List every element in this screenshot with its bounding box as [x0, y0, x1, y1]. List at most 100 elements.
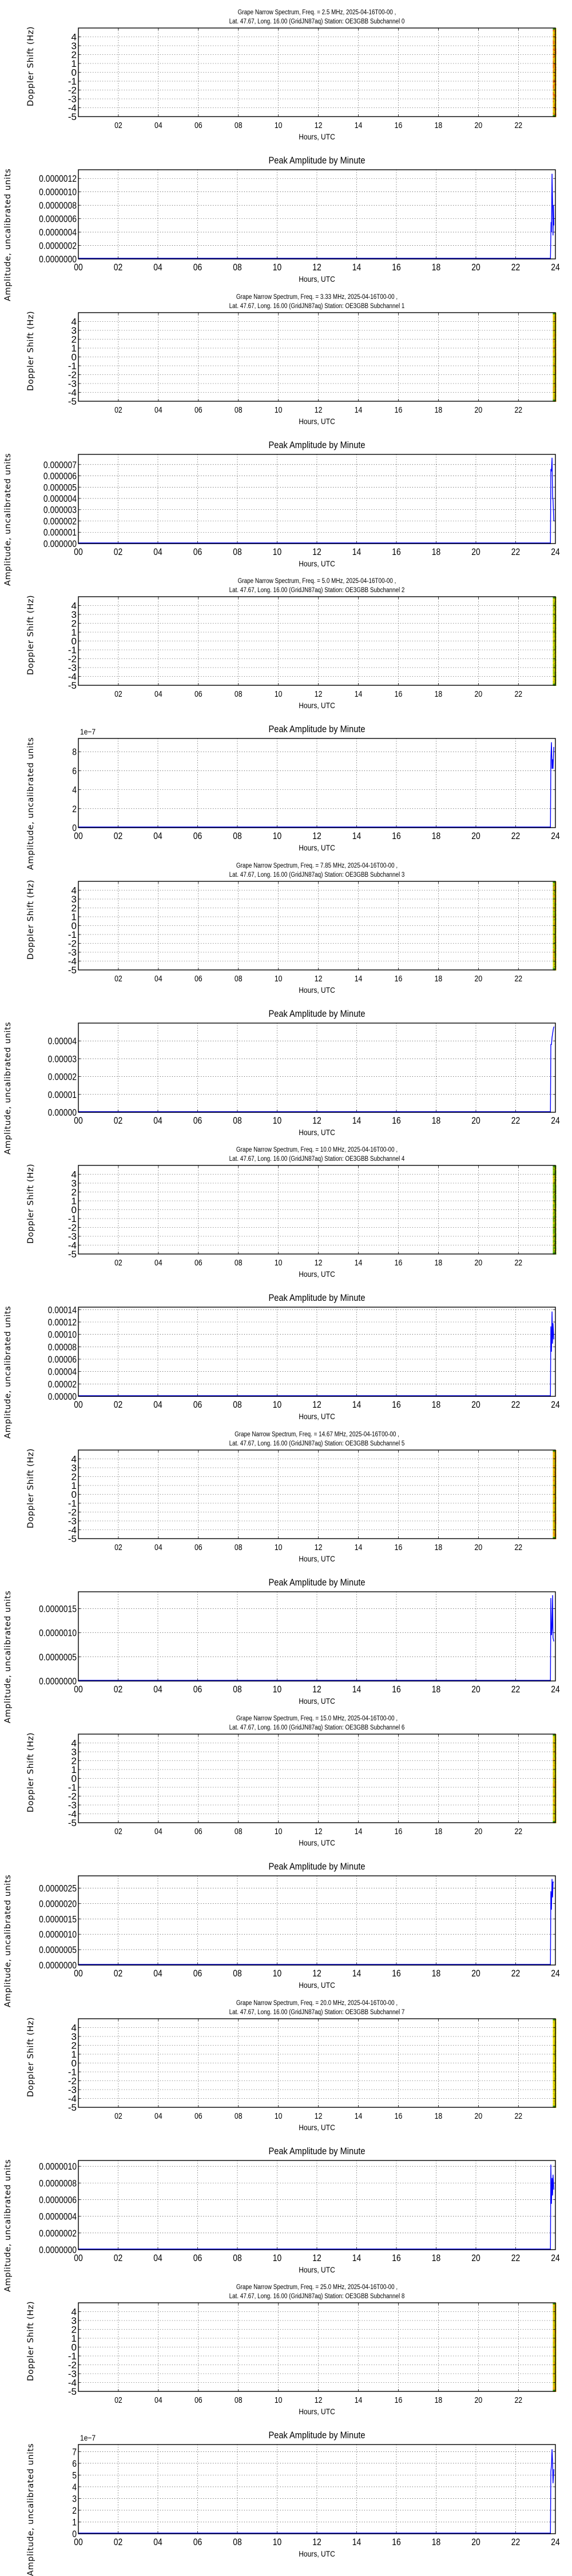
- x-tick-label: 18: [435, 1258, 443, 1267]
- y-tick-label: 0.00008: [48, 1342, 77, 1353]
- x-tick-label: 16: [392, 831, 400, 842]
- peak-amplitude-plot: 00 02 04 06 08 10 12 14 16 18 20 22 24 0.0000012 0.000…: [39, 169, 560, 273]
- x-tick-label: 12: [312, 1400, 321, 1411]
- x-tick-label: 14: [355, 1542, 363, 1551]
- x-tick-label: 08: [233, 546, 241, 557]
- x-tick-label: 06: [193, 1684, 202, 1695]
- x-tick-label: 00: [74, 1115, 83, 1126]
- y-tick-label: 5: [72, 2470, 77, 2481]
- amplitude-ylabel: Amplitude, uncalibrated units: [26, 2443, 35, 2576]
- y-tick-label: 0.0000012: [39, 174, 77, 185]
- y-tick-label: 4: [72, 885, 77, 896]
- x-tick-label: 06: [194, 1542, 202, 1551]
- x-tick-label: 04: [154, 1827, 162, 1836]
- y-tick-label: -4: [68, 1240, 77, 1251]
- doppler-ylabel: Doppler Shift (Hz): [26, 2016, 35, 2097]
- y-tick-label: 0: [72, 823, 77, 834]
- x-tick-label: 16: [392, 1400, 400, 1411]
- x-tick-label: 16: [392, 1968, 400, 1979]
- x-tick-label: 22: [511, 546, 520, 557]
- amplitude-line: [78, 1595, 554, 1682]
- subchannel-block-7: Grape Narrow Spectrum, Freq. = 20.0 MHz,…: [0, 0, 572, 2292]
- x-tick-label: 08: [233, 2537, 241, 2548]
- x-tick-label: 20: [475, 2111, 483, 2120]
- amplitude-title: Peak Amplitude by Minute: [268, 2145, 366, 2156]
- x-tick-label: 12: [315, 689, 323, 698]
- x-tick-label: 10: [275, 1542, 283, 1551]
- y-tick-label: 0.00012: [48, 1317, 77, 1328]
- spectrum-title-line2: Lat. 47.67, Long. 16.00 (GridJN87aq) Sta…: [229, 1156, 405, 1163]
- x-tick-label: 22: [511, 1400, 520, 1411]
- x-tick-label: 10: [275, 1258, 283, 1267]
- peak-amplitude-plot: 00 02 04 06 08 10 12 14 16 18 20 22 24 0.0000010 0.000…: [39, 2159, 560, 2263]
- spectrum-xlabel: Hours, UTC: [299, 701, 335, 710]
- y-tick-label: -2: [68, 938, 77, 949]
- x-tick-label: 20: [471, 1400, 480, 1411]
- spectrum-title-line1: Grape Narrow Spectrum, Freq. = 25.0 MHz,…: [236, 2284, 398, 2291]
- y-tick-label: 4: [72, 2307, 77, 2318]
- x-tick-label: 08: [233, 1115, 241, 1126]
- y-tick-label: -2: [68, 85, 77, 96]
- x-tick-label: 00: [74, 2537, 83, 2548]
- y-tick-label: -3: [68, 2084, 77, 2095]
- y-tick-label: 0.000005: [43, 482, 77, 493]
- x-tick-label: 12: [312, 262, 321, 273]
- amplitude-title: Peak Amplitude by Minute: [268, 1861, 366, 1872]
- x-tick-label: 18: [435, 1827, 443, 1836]
- spectrum-title-line2: Lat. 47.67, Long. 16.00 (GridJN87aq) Sta…: [229, 1724, 405, 1731]
- x-tick-label: 10: [275, 2111, 283, 2120]
- x-tick-label: 02: [114, 831, 122, 842]
- y-tick-label: 3: [72, 894, 77, 905]
- x-tick-label: 18: [435, 973, 443, 983]
- x-tick-label: 06: [194, 973, 202, 983]
- y-tick-label: 0.0000010: [39, 2161, 77, 2172]
- x-tick-label: 02: [114, 1684, 122, 1695]
- y-tick-label: -1: [68, 1498, 77, 1509]
- spectrum-title-line2: Lat. 47.67, Long. 16.00 (GridJN87aq) Sta…: [229, 587, 405, 594]
- x-tick-label: 02: [114, 689, 122, 698]
- spectrogram-band: [553, 2018, 557, 2108]
- x-tick-label: 14: [355, 689, 363, 698]
- x-tick-label: 06: [193, 1115, 202, 1126]
- x-tick-label: 22: [514, 1542, 522, 1551]
- x-tick-label: 16: [395, 1258, 403, 1267]
- x-tick-label: 06: [194, 2395, 202, 2405]
- x-tick-label: 24: [551, 1115, 560, 1126]
- y-tick-label: 1: [72, 1764, 77, 1775]
- x-tick-label: 14: [352, 1968, 362, 1979]
- y-tick-label: -5: [68, 396, 77, 407]
- x-tick-label: 22: [511, 1968, 520, 1979]
- y-tick-label: 0.0000010: [39, 1930, 77, 1940]
- spectrum-title-line1: Grape Narrow Spectrum, Freq. = 2.5 MHz, …: [237, 9, 396, 16]
- x-tick-label: 02: [114, 1968, 122, 1979]
- y-tick-label: 0.0000002: [39, 2228, 77, 2239]
- amplitude-xlabel: Hours, UTC: [299, 1412, 335, 1421]
- spectrum-title-line2: Lat. 47.67, Long. 16.00 (GridJN87aq) Sta…: [229, 2008, 405, 2016]
- spectrum-xlabel: Hours, UTC: [299, 2122, 335, 2132]
- y-tick-label: 1: [72, 2333, 77, 2344]
- x-tick-label: 06: [193, 2252, 202, 2263]
- x-tick-label: 08: [235, 2111, 243, 2120]
- x-tick-label: 22: [511, 831, 520, 842]
- doppler-ylabel: Doppler Shift (Hz): [26, 1448, 35, 1528]
- y-tick-label: -1: [68, 76, 77, 87]
- y-tick-label: -5: [68, 680, 77, 691]
- y-tick-label: 0.000007: [43, 460, 77, 470]
- x-tick-label: 22: [514, 2111, 522, 2120]
- subchannel-block-0: Grape Narrow Spectrum, Freq. = 2.5 MHz, …: [0, 0, 572, 301]
- y-tick-label: -1: [68, 1213, 77, 1224]
- y-tick-label: 0.00002: [48, 1072, 77, 1083]
- amplitude-xlabel: Hours, UTC: [299, 1980, 335, 1990]
- x-tick-label: 14: [355, 2395, 363, 2405]
- spectrum-xlabel: Hours, UTC: [299, 132, 335, 141]
- y-tick-label: 0.0000000: [39, 1960, 77, 1971]
- y-offset-label: 1e−7: [80, 727, 96, 736]
- x-tick-label: 12: [315, 1258, 323, 1267]
- spectrum-xlabel: Hours, UTC: [299, 2407, 335, 2416]
- x-tick-label: 18: [435, 689, 443, 698]
- x-tick-label: 20: [475, 2395, 483, 2405]
- x-tick-label: 04: [153, 2537, 162, 2548]
- x-tick-label: 08: [235, 1258, 243, 1267]
